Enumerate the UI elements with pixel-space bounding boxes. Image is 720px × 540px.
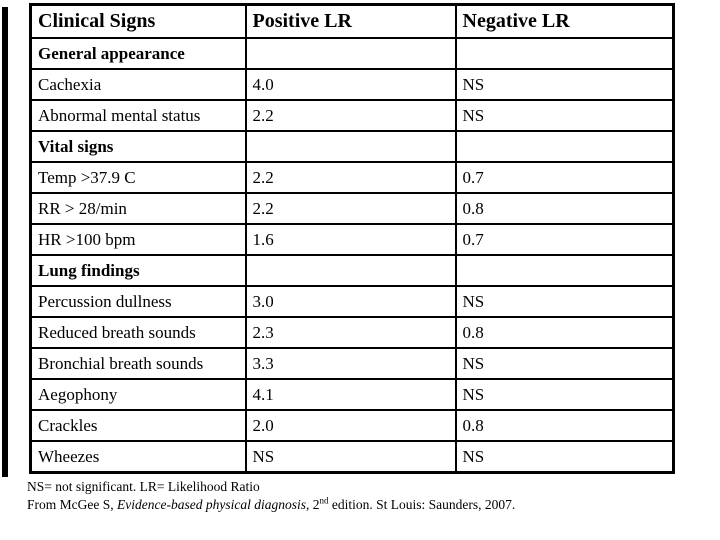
table-row-cachexia: Cachexia 4.0 NS <box>29 68 675 101</box>
sign-cell: HR >100 bpm <box>29 223 247 256</box>
positive-lr-cell: NS <box>244 440 457 474</box>
section-label: Lung findings <box>29 254 247 287</box>
table-row-section-vital-signs: Vital signs <box>29 130 675 163</box>
table-row-section-general-appearance: General appearance <box>29 37 675 70</box>
table-row-reduced-breath-sounds: Reduced breath sounds 2.3 0.8 <box>29 316 675 349</box>
table-row-percussion-dullness: Percussion dullness 3.0 NS <box>29 285 675 318</box>
citation-prefix: From McGee S, <box>27 497 117 512</box>
negative-lr-cell <box>454 37 675 70</box>
negative-lr-cell <box>454 254 675 287</box>
citation-book-title: Evidence-based physical diagnosis <box>117 497 306 512</box>
table-row-abnormal-mental-status: Abnormal mental status 2.2 NS <box>29 99 675 132</box>
sign-cell: Cachexia <box>29 68 247 101</box>
column-header-negative-lr: Negative LR <box>454 3 675 39</box>
footnote-citation: From McGee S, Evidence-based physical di… <box>27 496 515 514</box>
table-row-crackles: Crackles 2.0 0.8 <box>29 409 675 442</box>
positive-lr-cell: 3.3 <box>244 347 457 380</box>
sign-cell: Bronchial breath sounds <box>29 347 247 380</box>
positive-lr-cell <box>244 254 457 287</box>
negative-lr-cell: NS <box>454 347 675 380</box>
positive-lr-cell: 2.2 <box>244 161 457 194</box>
sign-cell: Abnormal mental status <box>29 99 247 132</box>
positive-lr-cell: 4.1 <box>244 378 457 411</box>
negative-lr-cell: NS <box>454 68 675 101</box>
citation-ordinal-suffix: nd <box>319 495 329 506</box>
table-header-row: Clinical Signs Positive LR Negative LR <box>29 3 675 39</box>
sign-cell: Wheezes <box>29 440 247 474</box>
table-row-temp: Temp >37.9 C 2.2 0.7 <box>29 161 675 194</box>
positive-lr-cell: 1.6 <box>244 223 457 256</box>
table-row-wheezes: Wheezes NS NS <box>29 440 675 474</box>
positive-lr-cell: 2.2 <box>244 192 457 225</box>
positive-lr-cell: 2.0 <box>244 409 457 442</box>
left-edge-bar <box>2 7 8 477</box>
section-label: General appearance <box>29 37 247 70</box>
column-header-clinical-signs: Clinical Signs <box>29 3 247 39</box>
negative-lr-cell <box>454 130 675 163</box>
sign-cell: Temp >37.9 C <box>29 161 247 194</box>
section-label: Vital signs <box>29 130 247 163</box>
table-row-bronchial-breath-sounds: Bronchial breath sounds 3.3 NS <box>29 347 675 380</box>
sign-cell: Crackles <box>29 409 247 442</box>
negative-lr-cell: NS <box>454 378 675 411</box>
table-row-rr: RR > 28/min 2.2 0.8 <box>29 192 675 225</box>
negative-lr-cell: 0.7 <box>454 223 675 256</box>
footnotes: NS= not significant. LR= Likelihood Rati… <box>27 478 515 514</box>
negative-lr-cell: 0.7 <box>454 161 675 194</box>
positive-lr-cell: 2.2 <box>244 99 457 132</box>
negative-lr-cell: NS <box>454 285 675 318</box>
sign-cell: Reduced breath sounds <box>29 316 247 349</box>
negative-lr-cell: NS <box>454 99 675 132</box>
sign-cell: RR > 28/min <box>29 192 247 225</box>
positive-lr-cell: 4.0 <box>244 68 457 101</box>
negative-lr-cell: 0.8 <box>454 316 675 349</box>
table-row-section-lung-findings: Lung findings <box>29 254 675 287</box>
positive-lr-cell: 3.0 <box>244 285 457 318</box>
citation-suffix: edition. St Louis: Saunders, 2007. <box>328 497 516 512</box>
negative-lr-cell: NS <box>454 440 675 474</box>
table-row-hr: HR >100 bpm 1.6 0.7 <box>29 223 675 256</box>
positive-lr-cell <box>244 37 457 70</box>
sign-cell: Percussion dullness <box>29 285 247 318</box>
column-header-positive-lr: Positive LR <box>244 3 457 39</box>
sign-cell: Aegophony <box>29 378 247 411</box>
footnote-abbreviations: NS= not significant. LR= Likelihood Rati… <box>27 479 260 494</box>
positive-lr-cell <box>244 130 457 163</box>
negative-lr-cell: 0.8 <box>454 192 675 225</box>
negative-lr-cell: 0.8 <box>454 409 675 442</box>
clinical-signs-table: Clinical Signs Positive LR Negative LR G… <box>29 3 675 474</box>
table-row-aegophony: Aegophony 4.1 NS <box>29 378 675 411</box>
positive-lr-cell: 2.3 <box>244 316 457 349</box>
citation-mid: , 2 <box>305 497 320 512</box>
